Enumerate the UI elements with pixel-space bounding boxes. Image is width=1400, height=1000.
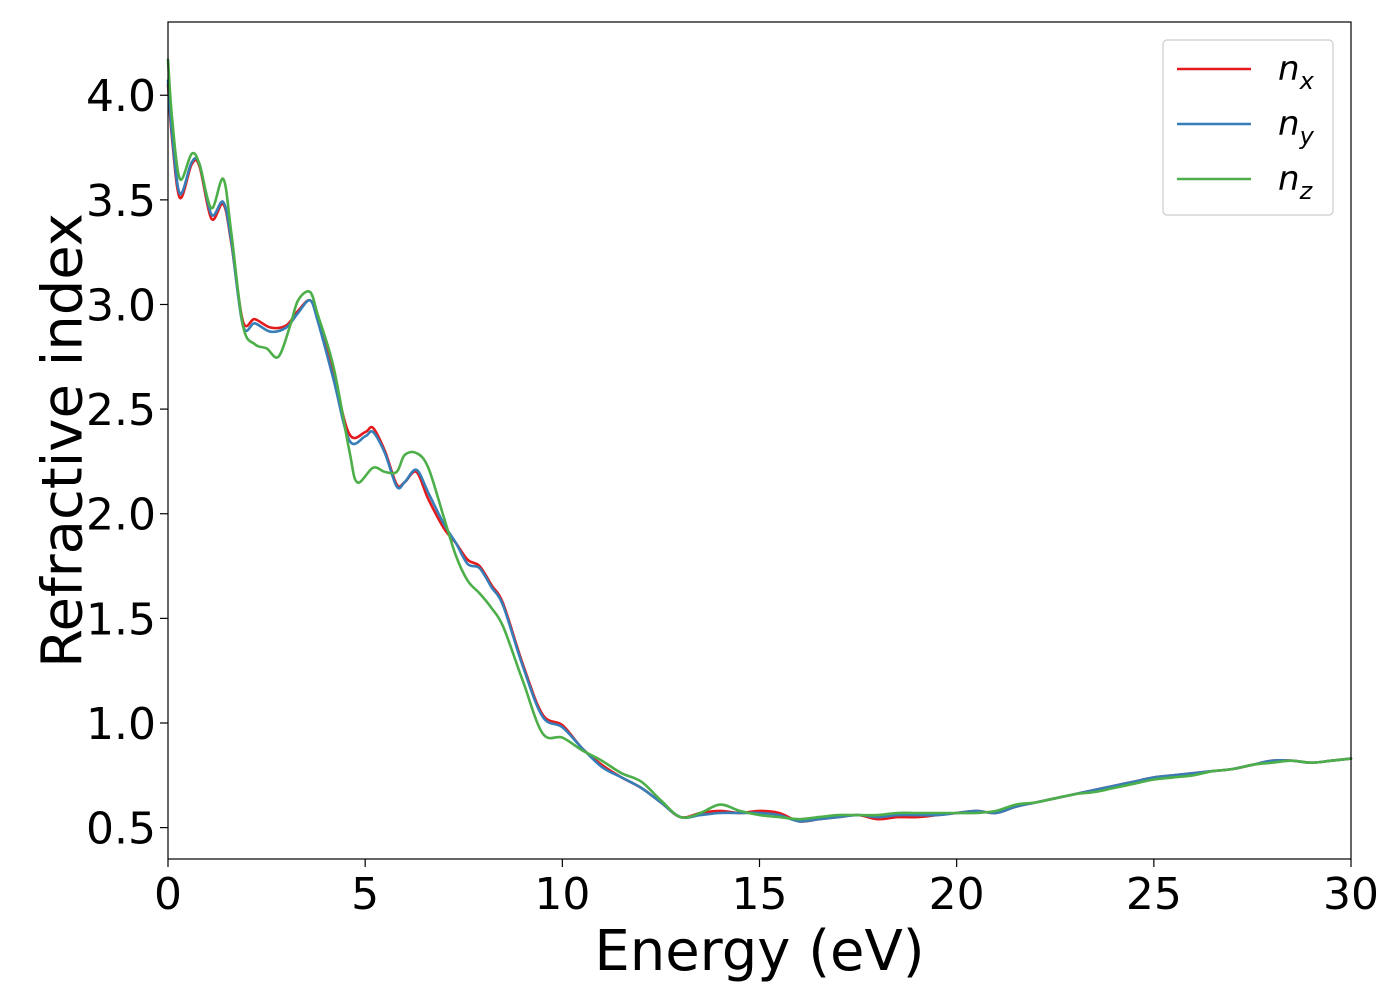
y-tick-label: 4.0: [86, 71, 156, 122]
x-tick-label: 20: [929, 869, 985, 920]
x-tick-label: 10: [534, 869, 590, 920]
legend-label-base: n: [1278, 49, 1300, 89]
legend-label-base: n: [1278, 159, 1300, 199]
y-tick-label: 0.5: [86, 804, 156, 855]
x-axis-label: Energy (eV): [594, 919, 924, 984]
y-tick-label: 3.0: [86, 280, 156, 331]
y-tick-label: 2.0: [86, 490, 156, 541]
x-tick-label: 25: [1126, 869, 1182, 920]
x-tick-label: 30: [1323, 869, 1379, 920]
x-tick-label: 5: [351, 869, 379, 920]
series-line-y: [166, 79, 1353, 823]
legend-label-subscript: z: [1299, 177, 1314, 205]
y-tick-label: 1.5: [86, 594, 156, 645]
x-tick-label: 0: [154, 869, 182, 920]
legend-label-y: ny: [1278, 104, 1315, 150]
legend-label-z: nz: [1278, 159, 1314, 205]
legend-label-subscript: y: [1299, 122, 1315, 150]
y-axis-label: Refractive index: [31, 213, 96, 668]
y-tick-label: 2.5: [86, 385, 156, 436]
legend-box: [1162, 39, 1334, 216]
legend-label-base: n: [1278, 104, 1300, 144]
legend-label-subscript: x: [1299, 67, 1315, 95]
y-axis-ticks: 0.5 1.0 1.5 2.0 2.5 3.0 3.5 4.0: [86, 71, 168, 855]
legend-label-x: nx: [1278, 49, 1315, 95]
x-tick-label: 15: [732, 869, 788, 920]
y-tick-label: 3.5: [86, 176, 156, 227]
series-layer: [166, 58, 1353, 823]
x-axis-ticks: 0 5 10 15 20 25 30: [154, 859, 1379, 920]
series-line-z: [166, 58, 1353, 821]
y-tick-label: 1.0: [86, 699, 156, 750]
